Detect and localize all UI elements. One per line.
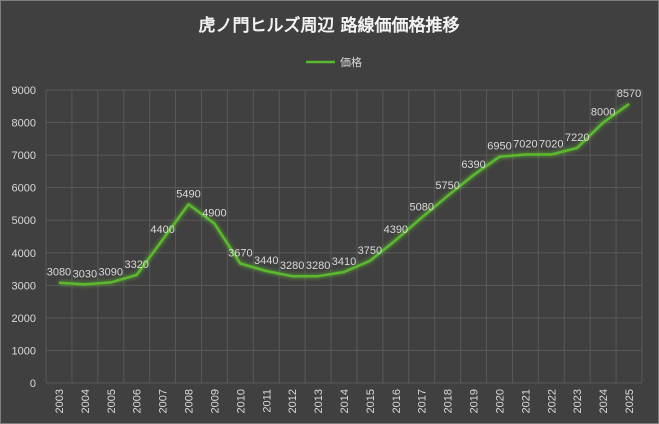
y-tick-label: 6000 [12,183,36,195]
data-label: 3030 [73,268,97,280]
y-tick-label: 2000 [12,313,36,325]
x-tick-label: 2003 [54,389,66,413]
x-tick-label: 2023 [572,389,584,413]
data-label: 3440 [254,255,278,267]
x-tick-label: 2014 [339,389,351,413]
data-label: 5490 [176,188,200,200]
data-label: 5080 [409,202,433,214]
series-line [58,102,630,286]
data-label: 4900 [202,207,226,219]
x-tick-label: 2007 [158,389,170,413]
gridlines [45,89,643,384]
data-label: 3280 [280,260,304,272]
y-tick-label: 5000 [12,215,36,227]
y-tick-label: 3000 [12,280,36,292]
x-tick-label: 2015 [365,389,377,413]
x-tick-label: 2016 [391,389,403,413]
x-tick-label: 2021 [520,389,532,413]
x-tick-label: 2012 [287,389,299,413]
data-label: 3280 [306,260,330,272]
data-label: 3670 [228,248,252,260]
y-tick-label: 0 [30,378,36,390]
y-axis: 0 1000 2000 3000 4000 5000 6000 7000 8000 9000 [12,85,36,390]
x-tick-label: 2022 [546,389,558,413]
data-label: 3320 [124,259,148,271]
x-tick-label: 2005 [106,389,118,413]
data-label: 4400 [150,224,174,236]
x-tick-label: 2011 [261,389,273,413]
x-tick-label: 2006 [132,389,144,413]
x-tick-label: 2018 [443,389,455,413]
x-tick-label: 2004 [80,389,92,413]
y-tick-label: 9000 [12,85,36,97]
y-tick-label: 4000 [12,248,36,260]
x-tick-label: 2013 [313,389,325,413]
x-tick-label: 2010 [235,389,247,413]
legend-label: 価格 [340,55,362,69]
data-label: 5750 [435,180,459,192]
y-tick-label: 1000 [12,345,36,357]
data-label: 4390 [384,224,408,236]
data-label: 8000 [591,107,615,119]
data-label: 7220 [565,132,589,144]
data-label: 8570 [617,88,641,100]
x-tick-label: 2020 [494,389,506,413]
chart-title: 虎ノ門ヒルズ周辺 路線価価格推移 [199,15,460,36]
data-label: 3750 [358,245,382,257]
x-tick-label: 2024 [598,389,610,413]
legend: 価格 [306,55,362,69]
x-axis: 2003 2004 2005 2006 2007 2008 2009 2010 2011 2012… [54,389,636,413]
y-tick-label: 8000 [12,118,36,130]
data-label: 3090 [99,266,123,278]
x-tick-label: 2017 [417,389,429,413]
data-label: 7020 [539,138,563,150]
x-tick-label: 2009 [209,389,221,413]
y-tick-label: 7000 [12,150,36,162]
data-label: 6390 [461,159,485,171]
x-tick-label: 2019 [469,389,481,413]
data-label: 3410 [332,256,356,268]
x-tick-label: 2008 [184,389,196,413]
data-label: 7020 [513,138,537,150]
x-tick-label: 2025 [624,389,636,413]
data-label: 6950 [487,141,511,153]
data-label: 3080 [47,267,71,279]
